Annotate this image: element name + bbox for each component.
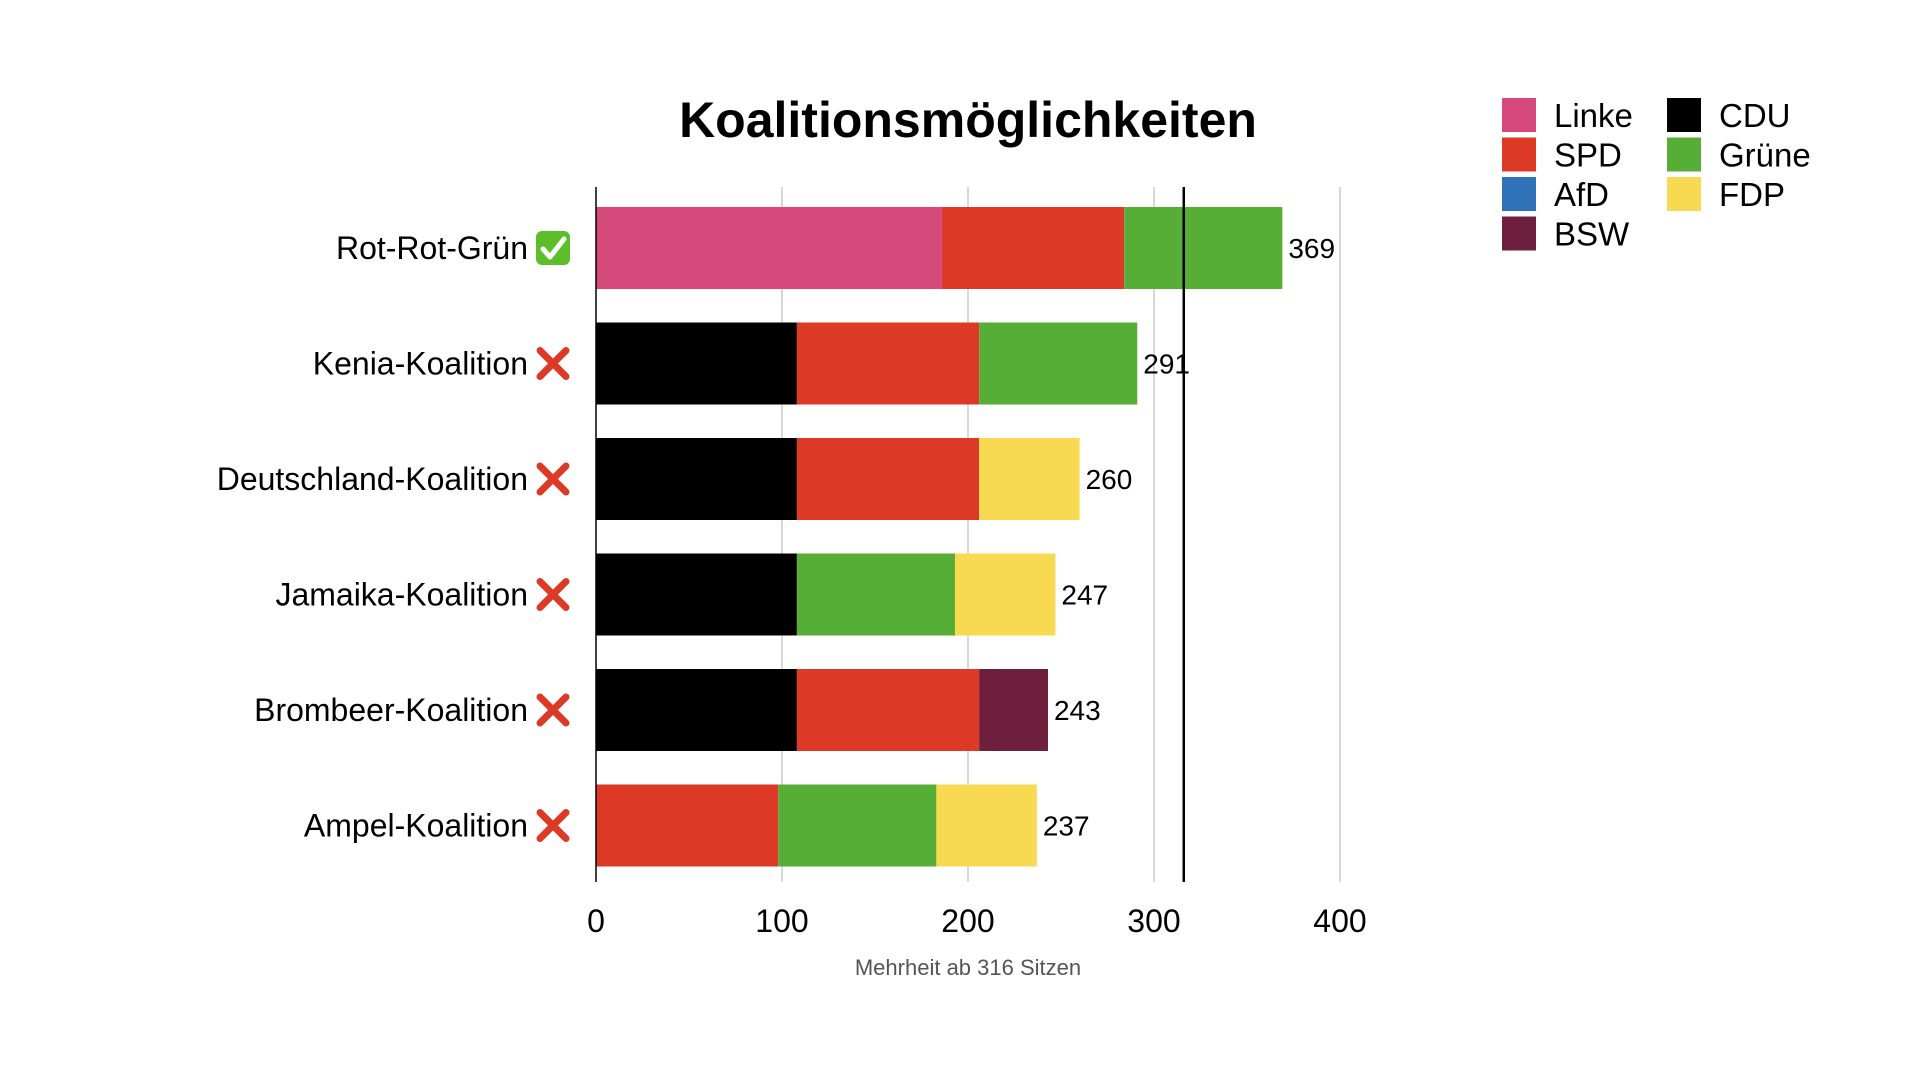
legend-label: BSW [1554,216,1630,253]
category-label: Jamaika-Koalition [275,577,528,613]
legend-swatch-afd [1502,177,1536,211]
x-tick-label: 300 [1127,903,1180,939]
x-tick-label: 100 [755,903,808,939]
legend-swatch-linke [1502,98,1536,132]
legend-label: CDU [1719,97,1791,134]
category-label: Rot-Rot-Grün [336,230,528,266]
bar-segment-spd [941,207,1125,289]
bar-segment-spd [796,669,980,751]
legend-label: FDP [1719,176,1785,213]
x-tick-label: 400 [1313,903,1366,939]
value-label: 247 [1061,580,1108,611]
bar-segment-cdu [596,669,797,751]
bar-segment-grüne [1124,207,1283,289]
value-label: 237 [1043,811,1090,842]
legend-swatch-fdp [1667,177,1701,211]
bar-segment-grüne [796,553,955,636]
value-label: 291 [1143,349,1190,380]
bar-segment-cdu [596,553,797,636]
cross-mark-icon [536,693,570,727]
category-label: Brombeer-Koalition [254,692,528,728]
bar-segment-fdp [936,784,1037,867]
legend-swatch-cdu [1667,98,1701,132]
value-label: 243 [1054,695,1101,726]
category-labels: Rot-Rot-Grün Kenia-Koalition Deutschland-K… [217,230,570,844]
cross-mark-icon [536,578,570,611]
legend-swatch-spd [1502,137,1536,172]
legend-label: SPD [1554,137,1622,174]
x-tick-labels: 0 100 200 300 400 [587,903,1367,939]
gridlines [781,187,1341,882]
category-label: Ampel-Koalition [304,808,528,844]
value-label: 369 [1288,233,1335,264]
bar-segment-spd [796,322,980,405]
bars: 369 291 260 247 243 237 [595,187,1335,882]
bar-segment-linke [596,207,942,289]
bar-segment-bsw [979,669,1048,751]
legend-swatch-grüne [1667,137,1701,172]
cross-mark-icon [536,809,570,842]
category-label: Deutschland-Koalition [217,461,528,497]
category-label: Kenia-Koalition [313,346,528,382]
bar-segment-cdu [596,322,797,405]
value-label: 260 [1086,464,1133,495]
bar-segment-spd [596,784,779,867]
legend-label: Grüne [1719,137,1811,174]
legend-label: Linke [1554,97,1633,134]
x-tick-label: 0 [587,903,605,939]
cross-mark-icon [536,347,570,380]
chart-title: Koalitionsmöglichkeiten [679,92,1257,148]
bar-segment-fdp [954,553,1056,636]
bar-segment-fdp [979,438,1080,520]
bar-segment-grüne [979,322,1138,405]
bar-segment-spd [796,438,980,520]
check-mark-icon [536,231,570,265]
cross-mark-icon [536,462,570,496]
x-axis-label: Mehrheit ab 316 Sitzen [855,955,1081,980]
legend-swatch-bsw [1502,216,1536,251]
bar-segment-grüne [778,784,937,867]
legend-label: AfD [1554,176,1609,213]
bar-segment-cdu [596,438,797,520]
x-tick-label: 200 [941,903,994,939]
